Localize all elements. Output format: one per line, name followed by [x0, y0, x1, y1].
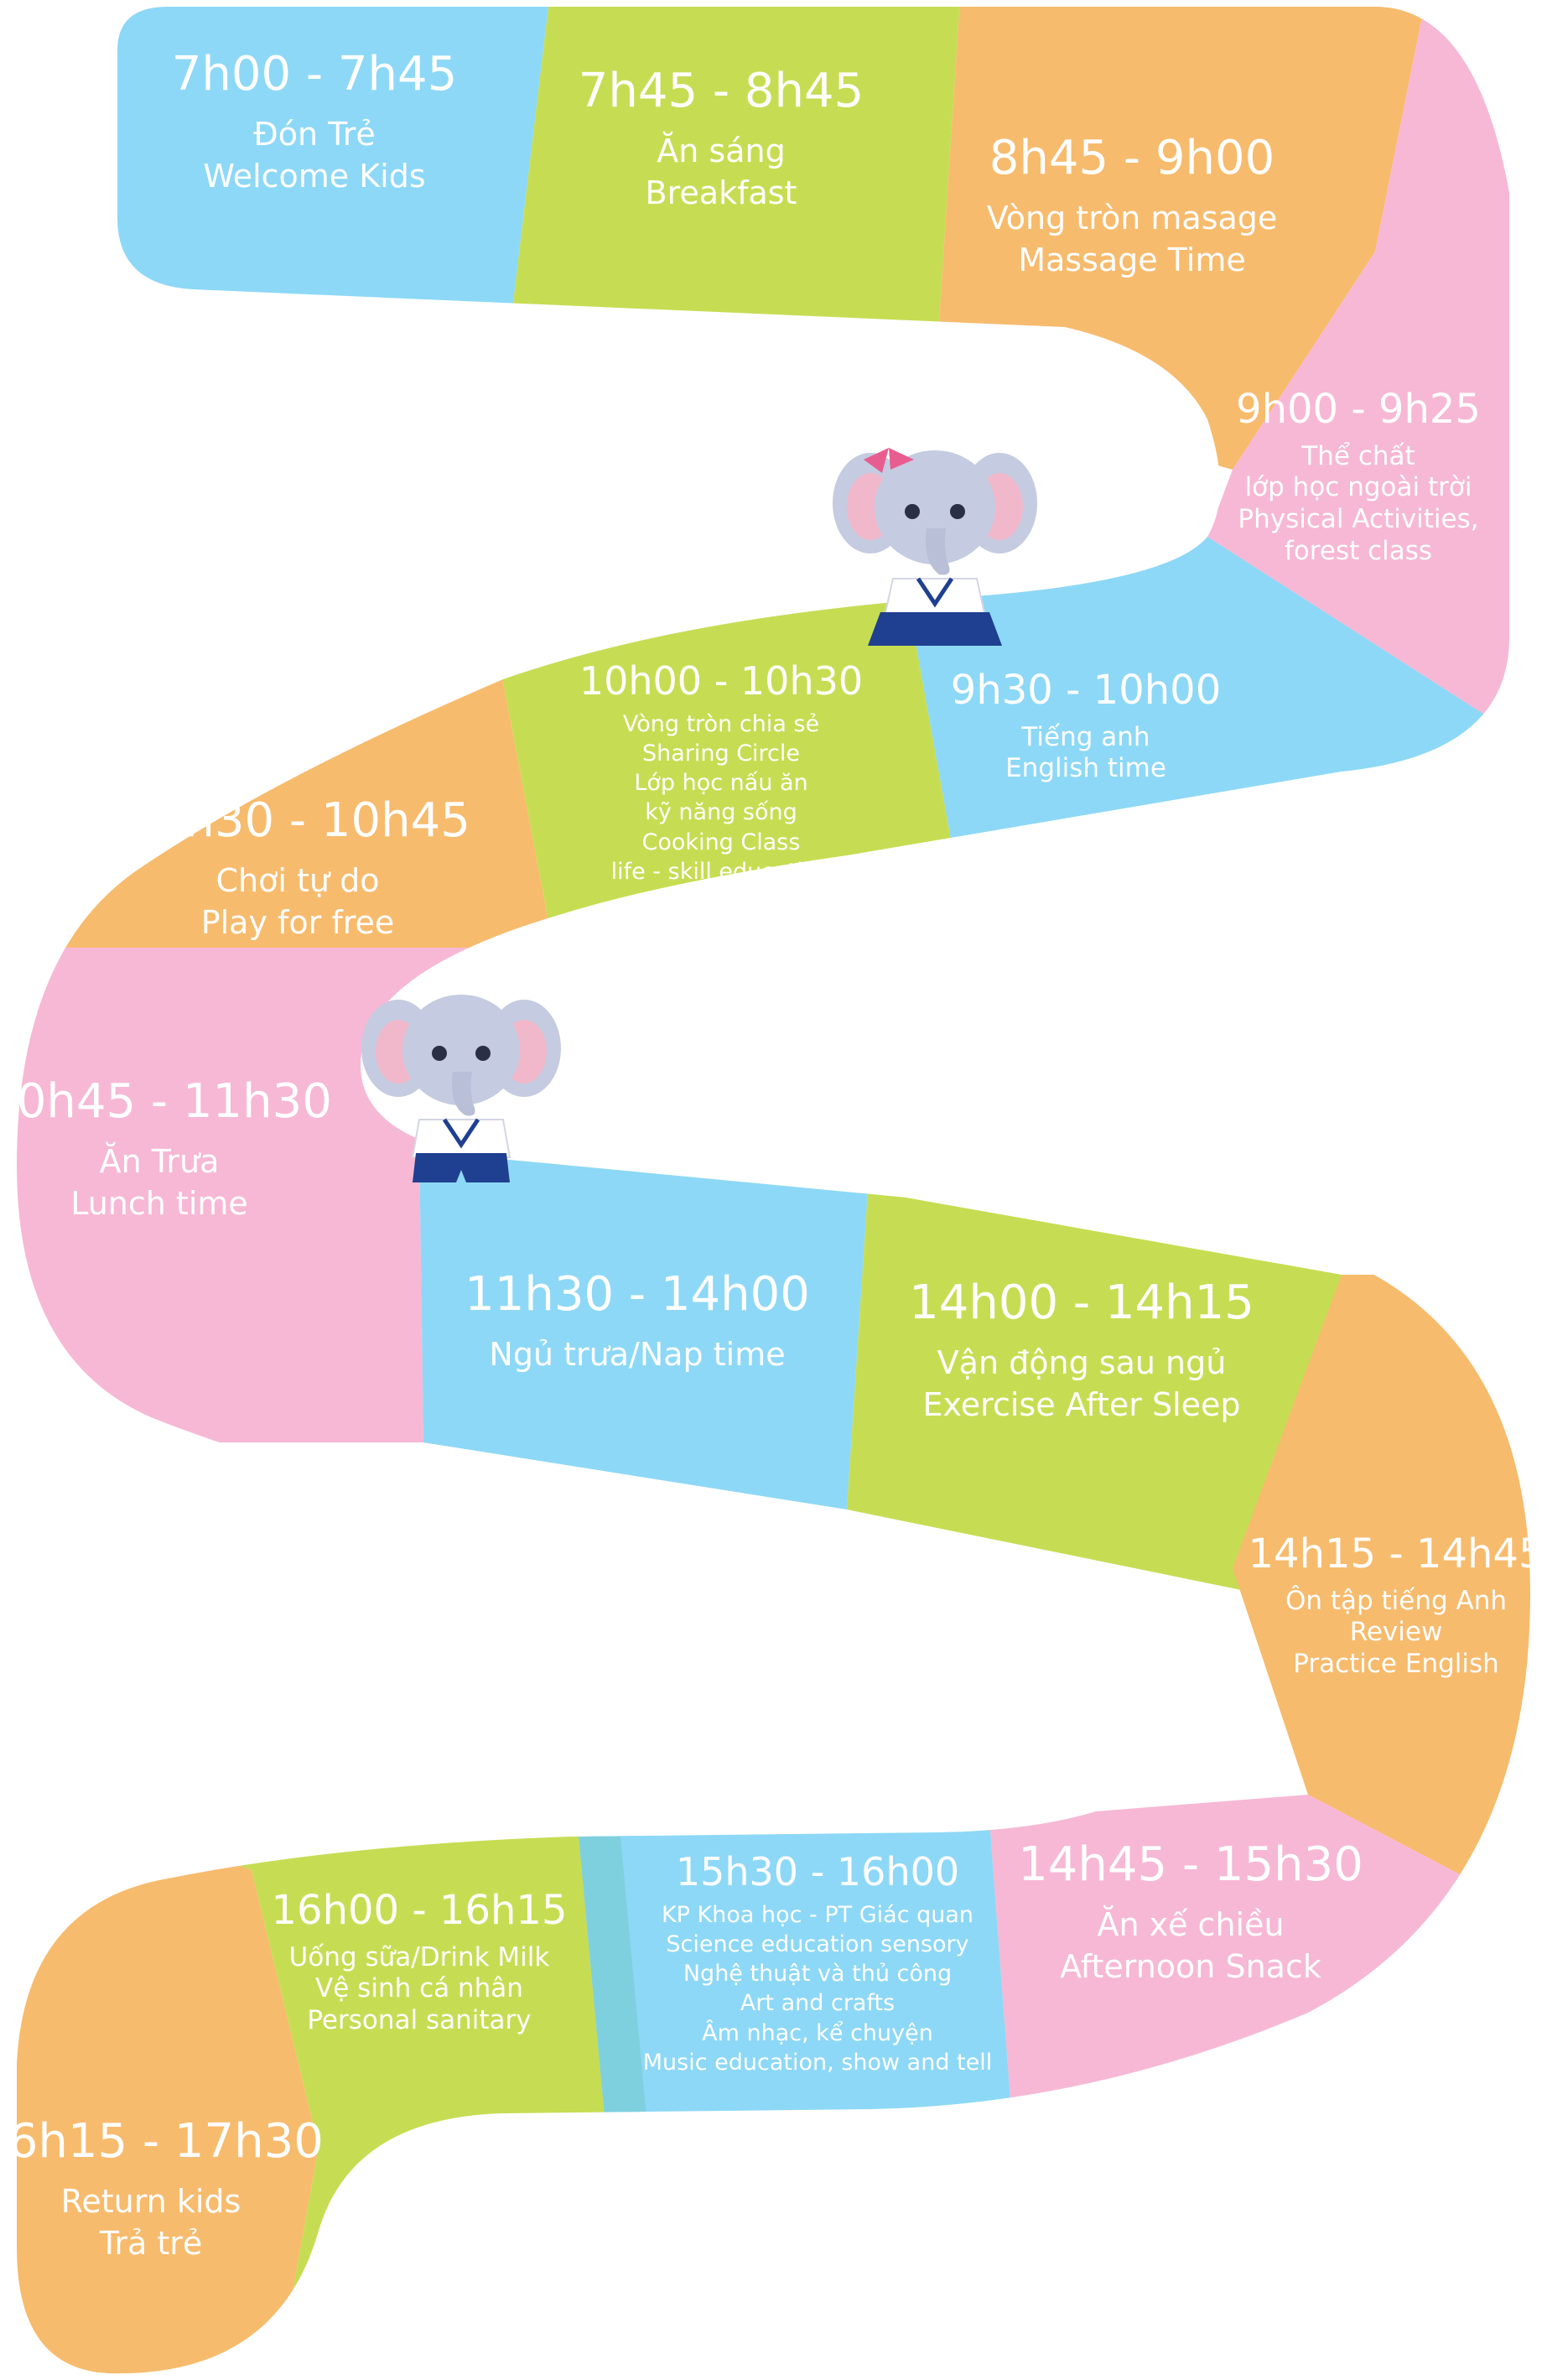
mascot-trunk	[926, 528, 950, 575]
schedule-item: 11h30 - 14h00 Ngủ trưa/Nap time	[465, 1266, 810, 1376]
schedule-time: 9h00 - 9h25	[1236, 386, 1481, 433]
schedule-item: 16h00 - 16h15 Uống sữa/Drink Milk Vệ sinh …	[272, 1887, 568, 2037]
schedule-activity: Sharing Circle	[641, 741, 801, 767]
schedule-item: 10h45 - 11h30 Ăn Trưa Lunch time	[0, 1073, 332, 1224]
schedule-activity: Vòng tròn masage	[986, 200, 1278, 237]
schedule-time: 16h00 - 16h15	[271, 1887, 568, 1934]
schedule-activity: Art and crafts	[740, 1990, 895, 2017]
road-segment	[507, 7, 960, 386]
schedule-activity: kỹ năng sống	[645, 799, 797, 826]
schedule-item: 9h30 - 10h00 Tiếng anh English time	[951, 667, 1221, 785]
schedule-item: 16h15 - 17h30 Return kids Trả trẻ	[0, 2113, 324, 2264]
schedule-item: 10h00 - 10h30 Vòng tròn chia sẻ Sharing Ci…	[579, 658, 863, 886]
schedule-activity: Ngủ trưa/Nap time	[489, 1336, 786, 1374]
schedule-activity: Music education, show and tell	[642, 2049, 993, 2076]
schedule-activity: Welcome Kids	[203, 157, 426, 195]
schedule-activity: Vòng tròn chia sẻ	[622, 711, 820, 738]
mascot-shirt	[883, 578, 987, 617]
schedule-item: 14h45 - 15h30 Ăn xế chiều Afternoon Snack	[1018, 1837, 1363, 1988]
schedule-activity: Ôn tập tiếng Anh	[1285, 1585, 1508, 1616]
schedule-item: 15h30 - 16h00 KP Khoa học - PT Giác quan S…	[643, 1849, 992, 2077]
elephant-boy-mascot	[361, 995, 561, 1182]
bow-icon	[864, 448, 914, 473]
road-segment	[1233, 1275, 1530, 1920]
schedule-item: 9h00 - 9h25 Thể chất lớp học ngoài trời Phy…	[1236, 386, 1481, 568]
schedule-time: 7h00 - 7h45	[171, 47, 458, 101]
schedule-activity: KP Khoa học - PT Giác quan	[661, 1902, 974, 1929]
schedule-activity: Tiếng anh	[1021, 721, 1150, 752]
schedule-activity: Exercise After Sleep	[922, 1385, 1241, 1423]
schedule-activity: Personal sanitary	[307, 2005, 532, 2036]
schedule-activity: Lớp học nấu ăn	[634, 770, 808, 797]
schedule-activity: Cooking Class	[641, 829, 801, 855]
schedule-activity: Ăn Trưa	[99, 1143, 220, 1181]
schedule-activity: Lunch time	[70, 1184, 248, 1222]
schedule-activity: Nghệ thuật và thủ công	[683, 1961, 953, 1988]
mascot-shirt	[411, 1119, 511, 1158]
schedule-activity: Play for free	[200, 903, 395, 941]
schedule-time: 14h15 - 14h45	[1248, 1530, 1544, 1577]
road-segment	[419, 1141, 868, 1510]
schedule-activity: Physical Activities,	[1238, 504, 1479, 535]
schedule-time: 8h45 - 9h00	[989, 131, 1275, 185]
road-segment	[847, 1191, 1342, 1593]
road-segment	[1207, 7, 1530, 755]
mascot-head	[875, 450, 995, 564]
schedule-activity: Breakfast	[645, 174, 797, 211]
road-segment	[17, 1837, 319, 2374]
schedule-time: 10h45 - 11h30	[0, 1074, 332, 1129]
schedule-activity: Afternoon Snack	[1060, 1947, 1321, 1985]
schedule-activity: Đón Trẻ	[253, 116, 376, 153]
schedule-activity: lớp học ngoài trời	[1244, 472, 1472, 503]
schedule-activity: Chơi tự do	[215, 862, 380, 900]
schedule-activity: Science education sensory	[666, 1931, 969, 1958]
elephant-girl-mascot	[833, 448, 1037, 646]
schedule-activity: Return kids	[60, 2183, 241, 2221]
schedule-activity: Vệ sinh cá nhân	[315, 1973, 523, 2004]
mascot-skirt	[868, 612, 1002, 646]
schedule-time: 16h15 - 17h30	[0, 2114, 324, 2169]
schedule-activity: Ăn sáng	[657, 133, 786, 170]
schedule-activity: Thể chất	[1301, 440, 1415, 471]
schedule-activity: English time	[1005, 753, 1166, 784]
schedule-activity: life - skill education	[610, 858, 832, 885]
schedule-time: 11h30 - 14h00	[465, 1267, 810, 1322]
schedule-time: 15h30 - 16h00	[675, 1849, 960, 1894]
schedule-activity: Âm nhạc, kể chuyện	[702, 2019, 933, 2046]
schedule-item: 14h00 - 14h15 Vận động sau ngủ Exercise Af…	[909, 1275, 1254, 1426]
schedule-time: 10h30 - 10h45	[125, 793, 470, 848]
schedule-item: 8h45 - 9h00 Vòng tròn masage Massage Time	[987, 130, 1278, 281]
schedule-activity: Trả trẻ	[99, 2224, 203, 2262]
schedule-time: 7h45 - 8h45	[578, 64, 864, 118]
schedule-item: 7h45 - 8h45 Ăn sáng Breakfast	[579, 63, 864, 214]
mascot-head	[402, 995, 520, 1105]
schedule-activity: Massage Time	[1018, 241, 1246, 278]
schedule-item: 14h15 - 14h45 Ôn tập tiếng Anh Review Pract…	[1249, 1530, 1544, 1681]
schedule-time: 9h30 - 10h00	[950, 667, 1222, 714]
schedule-activity: Ăn xế chiều	[1097, 1906, 1285, 1944]
mascot-shorts	[413, 1153, 510, 1182]
schedule-activity: Vận động sau ngủ	[937, 1344, 1227, 1382]
mascot-trunk	[452, 1072, 475, 1116]
schedule-item: 10h30 - 10h45 Chơi tự do Play for free	[125, 792, 470, 943]
schedule-item: 7h00 - 7h45 Đón Trẻ Welcome Kids	[172, 46, 458, 197]
schedule-activity: Uống sữa/Drink Milk	[288, 1941, 550, 1972]
schedule-activity: Practice English	[1293, 1649, 1499, 1680]
schedule-time: 14h45 - 15h30	[1018, 1837, 1363, 1892]
schedule-time: 10h00 - 10h30	[579, 658, 864, 704]
schedule-time: 14h00 - 14h15	[909, 1276, 1254, 1330]
road-segment	[17, 7, 549, 352]
schedule-activity: Review	[1349, 1617, 1443, 1648]
schedule-activity: forest class	[1284, 536, 1433, 567]
